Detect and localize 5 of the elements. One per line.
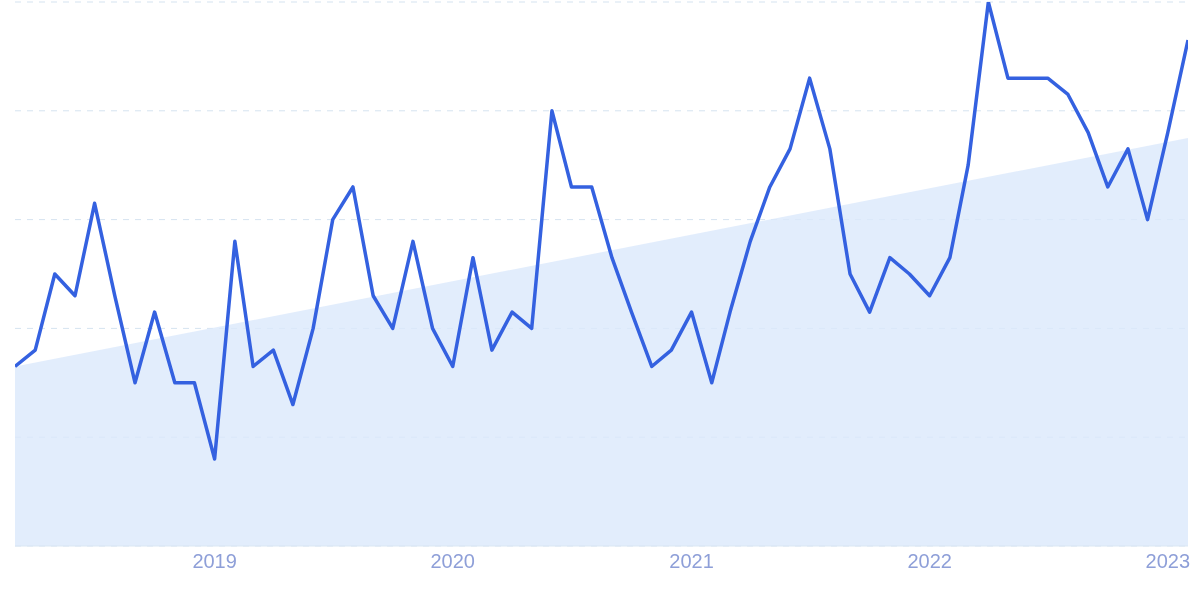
x-tick-label: 2019 (192, 550, 237, 573)
x-tick-label: 2022 (907, 550, 952, 573)
x-tick-label: 2020 (430, 550, 475, 573)
x-tick-label: 2023 (1145, 550, 1191, 573)
x-tick-label: 2021 (669, 550, 714, 573)
